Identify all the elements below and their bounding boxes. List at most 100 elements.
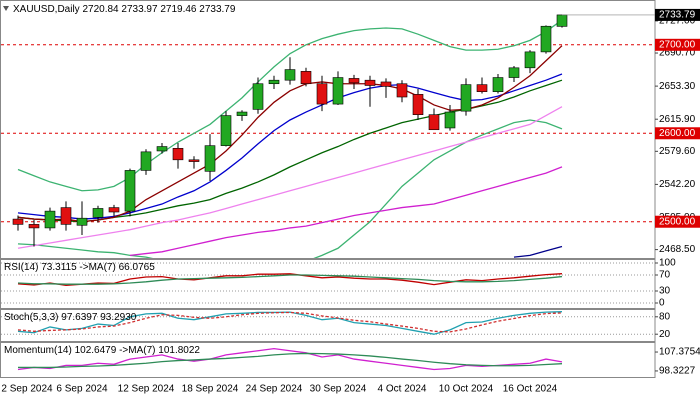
candle-body [28, 224, 40, 229]
indicator-line [17, 106, 563, 249]
indicator-value: 102.6479 [75, 345, 117, 356]
candle-body [60, 207, 72, 225]
indicator-value: 97.6397 [61, 312, 98, 323]
x-tick-label: 12 Sep 2024 [118, 384, 175, 395]
candle-body [492, 77, 504, 92]
indicator-name: Momentum(14) [4, 345, 72, 356]
indicator-line [17, 119, 563, 258]
x-tick-label: 6 Sep 2024 [56, 384, 108, 395]
candle-body [540, 25, 552, 53]
y-tick-label: 2653.30 [659, 81, 696, 92]
candle-body [108, 207, 120, 213]
candle-body [220, 115, 232, 146]
level-label: 2700.00 [659, 39, 696, 50]
indicator-header: Momentum(14) 102.6479 ->MA(7) 101.8022 [4, 345, 200, 356]
candle-body [380, 81, 392, 87]
candle-body [396, 83, 408, 98]
level-box [655, 38, 700, 51]
y-tick-label: 30 [659, 286, 671, 297]
indicator-name: ->MA(7) [119, 345, 155, 356]
candle-body [556, 14, 568, 27]
plot-area [1, 14, 655, 258]
indicator-line [17, 19, 563, 192]
price-label: 2733.79 [659, 10, 696, 21]
x-tick-label: 4 Oct 2024 [378, 384, 427, 395]
candle-body [316, 83, 328, 105]
indicator-name: ->MA(7) [79, 262, 115, 273]
x-tick-label: 10 Oct 2024 [439, 384, 494, 395]
x-tick-label: 18 Sep 2024 [182, 384, 239, 395]
candle-body [460, 84, 472, 112]
price-box [655, 8, 700, 21]
y-tick-label: 2690.70 [659, 48, 696, 59]
ohlc-low: 2719.46 [160, 4, 197, 15]
x-tick-label: 16 Oct 2024 [503, 384, 558, 395]
candle-body [476, 84, 488, 92]
y-tick-label: 2579.60 [659, 146, 696, 157]
candle-body [364, 79, 376, 86]
indicator-value: 101.8022 [158, 345, 200, 356]
candle-body [92, 208, 104, 218]
y-tick-label: 70 [659, 270, 671, 281]
candle-body [236, 111, 248, 116]
x-tick-label: 30 Sep 2024 [310, 384, 367, 395]
indicator-line [17, 73, 563, 220]
indicator-line [17, 274, 563, 285]
candle-body [412, 94, 424, 115]
level-label: 2500.00 [659, 216, 696, 227]
indicator-line [17, 273, 563, 287]
plot-area [17, 347, 563, 371]
y-tick-label: 98.3227 [659, 366, 696, 377]
indicator-line [17, 79, 563, 223]
candle-body [300, 71, 312, 85]
candle-body [188, 159, 200, 162]
indicator-line [17, 311, 563, 333]
candle-body [332, 77, 344, 105]
candle-body [508, 67, 520, 78]
x-tick-label: 24 Sep 2024 [246, 384, 303, 395]
candle-body [268, 79, 280, 85]
candle-body [444, 111, 456, 129]
plot-area [17, 273, 563, 287]
indicator-line [129, 166, 563, 256]
candle-body [124, 170, 136, 212]
symbol-icon [3, 6, 9, 11]
candle-body [44, 210, 56, 229]
candle-body [252, 83, 264, 110]
x-tick-label: 2 Sep 2024 [1, 384, 53, 395]
indicator-value: 66.0765 [119, 262, 156, 273]
candle-body [140, 151, 152, 171]
momentum-panel-frame [0, 342, 656, 378]
indicator-header: RSI(14) 73.3115 ->MA(7) 66.0765 [4, 262, 155, 273]
indicator-line [17, 311, 563, 335]
y-tick-label: 80 [659, 311, 671, 322]
indicator-line [17, 347, 563, 371]
y-tick-label: 2727.00 [659, 16, 696, 27]
symbol: XAUUSD,Daily [13, 4, 80, 15]
candle-body [524, 51, 536, 69]
indicator-line [18, 352, 563, 369]
candle-body [204, 145, 216, 172]
indicator-line [17, 45, 563, 223]
plot-area [17, 311, 563, 335]
stoch-panel-frame [0, 309, 656, 342]
candle-body [284, 69, 296, 81]
level-label: 2600.00 [659, 128, 696, 139]
y-tick-label: 2542.20 [659, 179, 696, 190]
y-tick-label: 20 [659, 329, 671, 340]
rsi-panel-frame [0, 259, 656, 309]
indicator-value: 93.2930 [100, 312, 137, 323]
indicator-line [513, 245, 563, 258]
indicator-name: RSI(14) [4, 262, 38, 273]
symbol-title: XAUUSD,Daily 2720.84 2733.97 2719.46 273… [13, 4, 236, 15]
level-box [655, 215, 700, 228]
indicator-header: Stoch(5,3,3) 97.6397 93.2930 [4, 312, 137, 323]
indicator-name: Stoch(5,3,3) [4, 312, 58, 323]
candle-body [12, 218, 24, 225]
candle-body [76, 217, 88, 226]
candle-body [172, 148, 184, 161]
y-tick-label: 107.3754 [659, 347, 700, 358]
y-tick-label: 0 [659, 298, 665, 309]
indicator-value: 73.3115 [41, 262, 77, 273]
